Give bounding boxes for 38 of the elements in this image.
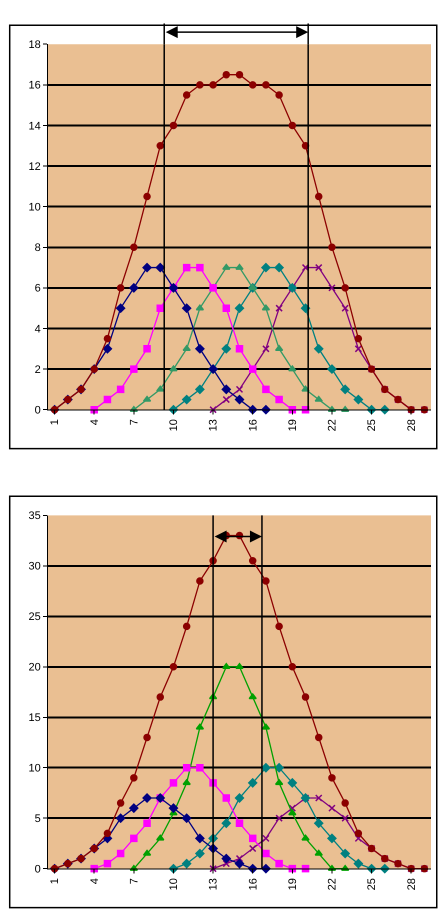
x-tick-label: 1 (49, 419, 62, 426)
x-tick-label: 28 (406, 878, 418, 890)
y-tick-label: 18 (28, 39, 41, 52)
x-tick-label: 10 (168, 878, 180, 890)
x-tick-label: 4 (88, 878, 101, 884)
x-tick-label: 22 (326, 419, 339, 432)
y-tick-label: 10 (28, 202, 41, 214)
y-tick-label: 5 (34, 813, 41, 826)
y-tick-label: 12 (28, 160, 41, 173)
x-tick-label: 19 (286, 878, 299, 890)
x-tick-label: 16 (247, 419, 260, 432)
y-tick-label: 25 (28, 611, 41, 624)
x-tick-label: 25 (366, 878, 378, 890)
y-tick-label: 30 (28, 560, 41, 573)
x-tick-label: 13 (208, 878, 220, 890)
y-tick-label: 20 (28, 662, 41, 674)
x-tick-label: 13 (208, 419, 220, 432)
x-tick-label: 28 (406, 419, 418, 432)
y-tick-label: 0 (34, 404, 41, 417)
y-tick-label: 6 (34, 282, 41, 295)
x-tick-label: 25 (366, 419, 378, 432)
y-tick-label: 14 (28, 120, 41, 132)
y-tick-label: 2 (34, 364, 41, 376)
y-tick-label: 15 (28, 712, 41, 724)
x-tick-label: 16 (247, 878, 260, 890)
y-tick-label: 35 (28, 510, 41, 522)
y-tick-label: 8 (34, 242, 41, 254)
y-tick-label: 4 (34, 323, 41, 336)
y-tick-label: 16 (28, 80, 41, 92)
x-tick-label: 4 (88, 419, 101, 426)
y-tick-label: 0 (34, 864, 41, 876)
x-tick-label: 10 (168, 419, 180, 432)
x-tick-label: 7 (128, 419, 140, 426)
y-tick-label: 10 (28, 762, 41, 775)
x-tick-label: 1 (49, 878, 62, 884)
x-tick-label: 22 (326, 878, 339, 890)
x-tick-label: 19 (286, 419, 299, 432)
x-tick-label: 7 (128, 878, 140, 884)
